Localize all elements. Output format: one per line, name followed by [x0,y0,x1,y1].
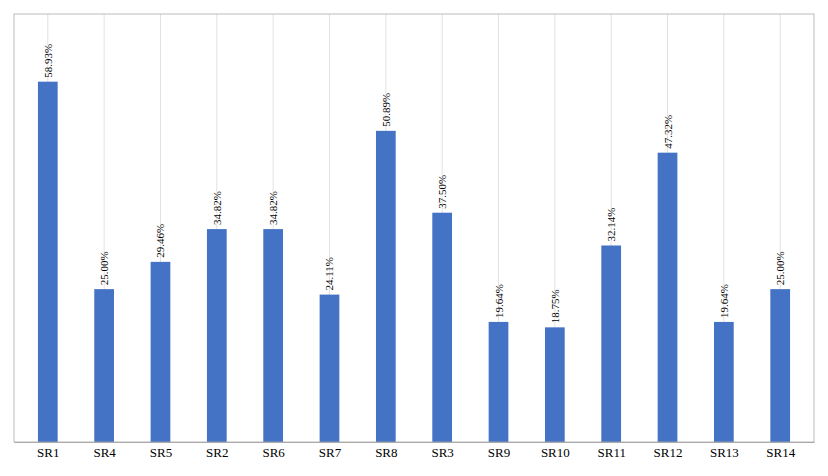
x-tick: SR11 [597,442,625,460]
data-label: 47.32% [662,115,674,149]
data-label: 34.82% [211,191,223,225]
data-label: 19.64% [718,284,730,318]
bar [489,322,509,442]
bars [38,82,790,442]
x-tick: SR1 [37,442,59,460]
data-label: 37.50% [436,175,448,209]
x-tick: SR2 [206,442,228,460]
bar [151,262,171,442]
x-tick-label: SR14 [766,445,795,460]
x-axis: SR1 SR4 SR5 SR2 SR6 SR7 SR8 SR3 SR9 SR10 SR11 SR12 S… [15,442,815,460]
data-label: 50.89% [380,93,392,127]
data-label: 18.75% [549,289,561,323]
bar [38,82,58,442]
data-label: 25.00% [774,251,786,285]
data-label: 29.46% [154,224,166,258]
x-tick: SR13 [710,442,739,460]
data-label: 25.00% [98,251,110,285]
bar [263,229,283,442]
x-tick-label: SR13 [710,445,739,460]
x-tick: SR5 [150,442,172,460]
x-tick: SR6 [262,442,285,460]
data-label: 58.93% [42,44,54,78]
data-label: 32.14% [605,208,617,242]
x-tick-label: SR4 [93,445,116,460]
plot-frame [14,14,814,442]
x-tick-label: SR7 [319,445,342,460]
x-tick: SR14 [766,442,795,460]
x-axis-line [15,442,815,443]
x-tick-label: SR1 [37,445,59,460]
x-tick: SR7 [319,442,342,460]
x-tick-label: SR5 [150,445,172,460]
x-tick-label: SR10 [541,445,570,460]
chart: SR1 SR4 SR5 SR2 SR6 SR7 SR8 SR3 SR9 SR10 SR11 SR12 S… [0,0,828,476]
x-tick: SR8 [375,442,397,460]
data-labels: 58.93% 25.00% 29.46% 34.82% 34.82% 24.11% 50.8… [42,44,786,324]
x-tick-label: SR3 [431,445,453,460]
x-tick-label: SR2 [206,445,228,460]
x-tick: SR10 [541,442,570,460]
plot: SR1 SR4 SR5 SR2 SR6 SR7 SR8 SR3 SR9 SR10 SR11 SR12 S… [14,14,815,460]
x-tick: SR4 [93,442,116,460]
bar [376,131,396,442]
x-tick: SR12 [654,442,683,460]
bar [601,245,621,442]
x-tick-label: SR6 [262,445,285,460]
bar [207,229,227,442]
x-tick-label: SR8 [375,445,397,460]
bar [658,153,678,442]
x-tick: SR9 [488,442,510,460]
grid [48,14,780,442]
x-tick: SR3 [431,442,453,460]
data-label: 24.11% [323,257,335,291]
bar [770,289,790,442]
bar [714,322,734,442]
x-tick-label: SR12 [654,445,683,460]
data-label: 34.82% [267,191,279,225]
data-label: 19.64% [493,284,505,318]
x-tick-label: SR11 [597,445,625,460]
bar [320,295,340,442]
bar [545,327,565,442]
bar [94,289,114,442]
bar [432,213,452,442]
x-tick-label: SR9 [488,445,510,460]
